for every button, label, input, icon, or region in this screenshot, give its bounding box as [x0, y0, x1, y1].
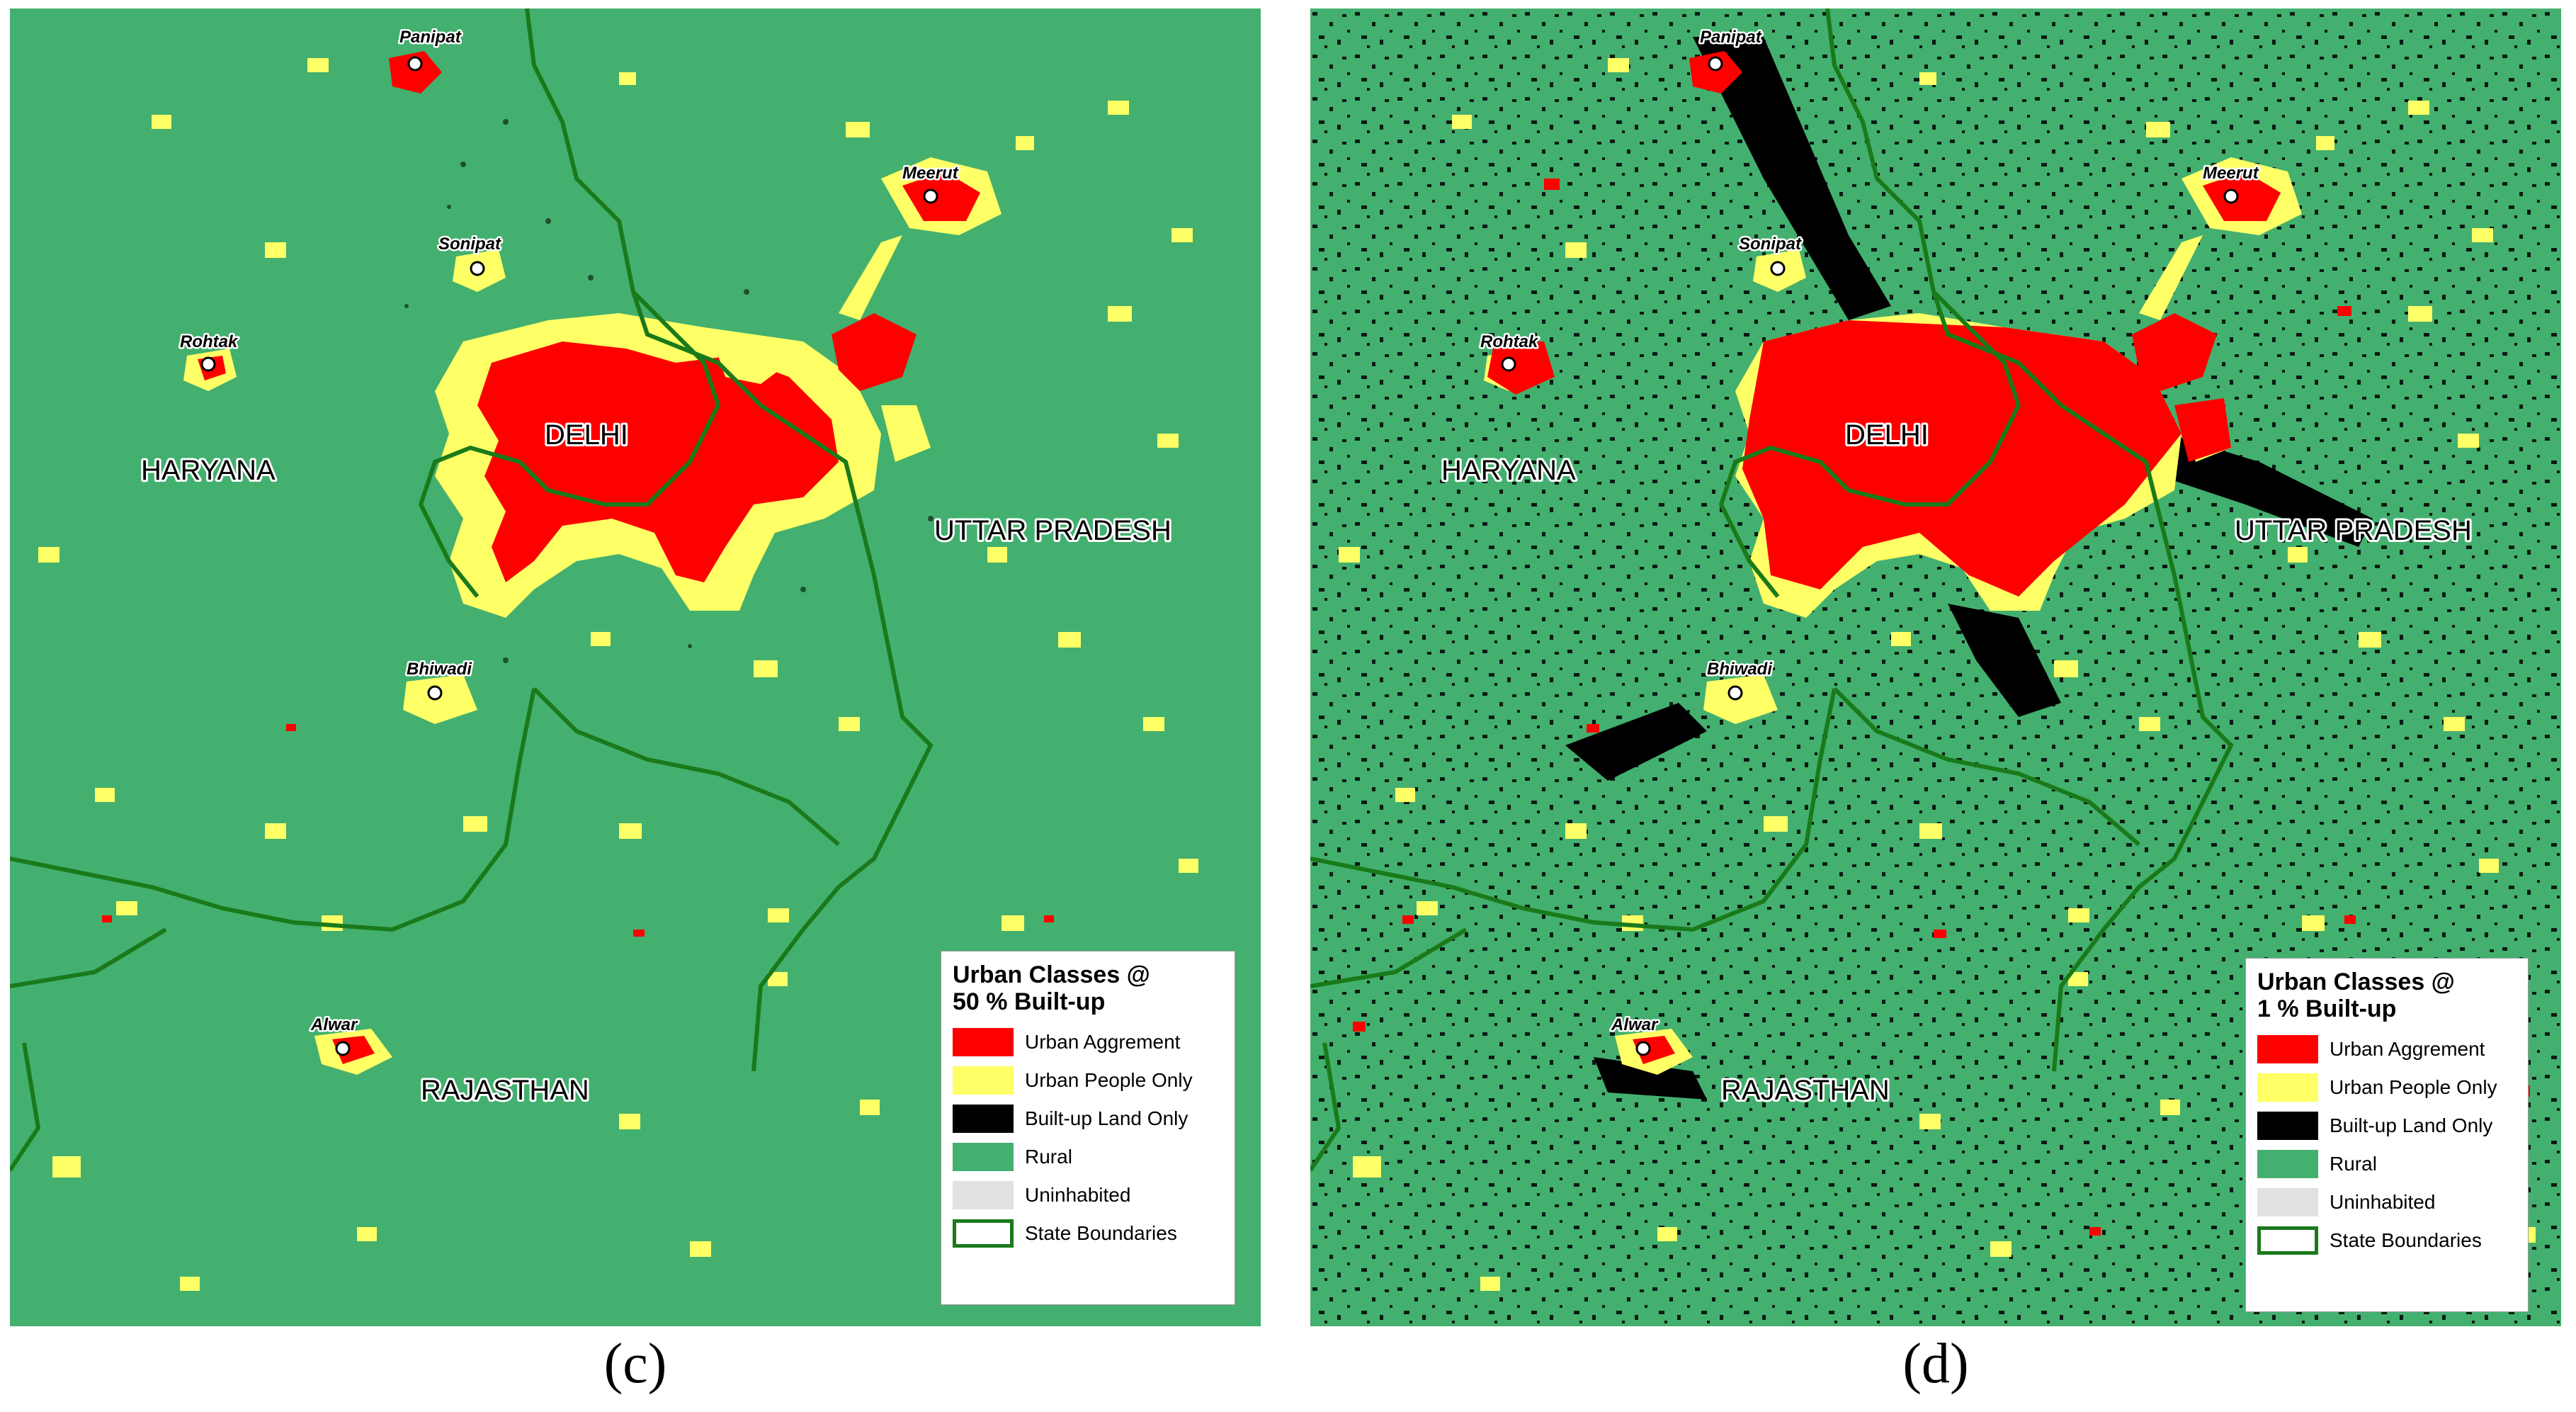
swatch-green — [953, 1143, 1014, 1171]
state-label-rajasthan: RAJASTHAN — [421, 1075, 589, 1106]
state-label-delhi: DELHI — [545, 419, 628, 451]
legend-item-built-up-land-only: Built-up Land Only — [953, 1105, 1223, 1133]
legend-label: Uninhabited — [1025, 1184, 1131, 1206]
city-label-sonipat: Sonipat — [438, 235, 501, 254]
city-label-alwar: Alwar — [310, 1015, 358, 1034]
swatch-grey — [2257, 1188, 2318, 1216]
legend-label: Urban Aggrement — [2330, 1038, 2485, 1060]
legend-label: Built-up Land Only — [1025, 1107, 1188, 1129]
city-label-bhiwadi: Bhiwadi — [1707, 660, 1773, 679]
state-label-rajasthan: RAJASTHAN — [1721, 1075, 1890, 1106]
swatch-black — [953, 1105, 1014, 1133]
legend-item-urban-aggrement: Urban Aggrement — [2257, 1035, 2517, 1063]
legend-label: State Boundaries — [1025, 1222, 1177, 1244]
built-up-specks — [404, 119, 934, 663]
swatch-outline — [2257, 1226, 2318, 1255]
swatch-green — [2257, 1150, 2318, 1178]
legend-item-built-up-land-only: Built-up Land Only — [2257, 1112, 2517, 1140]
legend-label: Urban People Only — [2330, 1076, 2497, 1098]
legend-item-uninhabited: Uninhabited — [953, 1181, 1223, 1209]
city-label-sonipat: Sonipat — [1739, 235, 1802, 254]
legend-item-urban-people-only: Urban People Only — [953, 1066, 1223, 1095]
legend-label: Rural — [2330, 1153, 2377, 1175]
legend-title: Urban Classes @ 50 % Built-up — [953, 961, 1223, 1015]
legend-title-line1: Urban Classes @ — [2257, 968, 2455, 995]
swatch-red — [953, 1028, 1014, 1056]
legend-title-line2: 50 % Built-up — [953, 988, 1106, 1015]
city-markers — [1501, 56, 2239, 1056]
swatch-black — [2257, 1112, 2318, 1140]
map-panel-d: HARYANA DELHI UTTAR PRADESH RAJASTHAN Pa… — [1310, 9, 2561, 1326]
city-label-meerut: Meerut — [902, 164, 959, 183]
city-label-rohtak: Rohtak — [1480, 332, 1539, 351]
city-label-alwar: Alwar — [1611, 1015, 1659, 1034]
swatch-grey — [953, 1181, 1014, 1209]
city-label-meerut: Meerut — [2203, 164, 2259, 183]
swatch-red — [2257, 1035, 2318, 1063]
state-label-delhi: DELHI — [1845, 419, 1929, 451]
legend-label: Urban Aggrement — [1025, 1031, 1181, 1053]
legend-title-line1: Urban Classes @ — [953, 961, 1150, 988]
state-boundaries — [10, 9, 934, 1172]
scattered-urban-red — [102, 724, 1054, 937]
state-label-uttar-pradesh: UTTAR PRADESH — [2235, 515, 2472, 546]
city-label-rohtak: Rohtak — [180, 332, 239, 351]
legend-item-urban-aggrement: Urban Aggrement — [953, 1028, 1223, 1056]
legend-label: State Boundaries — [2330, 1229, 2482, 1251]
legend-item-state-boundaries: State Boundaries — [953, 1219, 1223, 1248]
legend-label: Built-up Land Only — [2330, 1114, 2493, 1136]
legend-item-uninhabited: Uninhabited — [2257, 1188, 2517, 1216]
legend-item-rural: Rural — [953, 1143, 1223, 1171]
city-markers — [200, 56, 938, 1056]
swatch-yellow — [953, 1066, 1014, 1095]
state-label-haryana: HARYANA — [141, 455, 276, 486]
state-boundaries — [1310, 9, 2234, 1172]
legend-label: Urban People Only — [1025, 1069, 1193, 1091]
legend-item-state-boundaries: State Boundaries — [2257, 1226, 2517, 1255]
city-label-panipat: Panipat — [399, 28, 462, 47]
legend-title-line2: 1 % Built-up — [2257, 995, 2397, 1022]
map-panel-c: HARYANA DELHI UTTAR PRADESH RAJASTHAN Pa… — [10, 9, 1261, 1326]
panel-caption-c: (c) — [603, 1333, 667, 1395]
state-label-uttar-pradesh: UTTAR PRADESH — [934, 515, 1171, 546]
map-c: HARYANA DELHI UTTAR PRADESH RAJASTHAN Pa… — [10, 9, 1261, 1326]
map-d: HARYANA DELHI UTTAR PRADESH RAJASTHAN Pa… — [1310, 9, 2561, 1326]
legend-label: Rural — [1025, 1146, 1072, 1168]
expanded-urban-red — [1487, 320, 2231, 597]
legend-item-urban-people-only: Urban People Only — [2257, 1073, 2517, 1102]
city-label-panipat: Panipat — [1700, 28, 1762, 47]
panel-caption-d: (d) — [1902, 1333, 1969, 1395]
state-label-haryana: HARYANA — [1441, 455, 1576, 486]
legend-panel-d: Urban Classes @ 1 % Built-up Urban Aggre… — [2245, 958, 2529, 1312]
swatch-outline — [953, 1219, 1014, 1248]
legend-panel-c: Urban Classes @ 50 % Built-up Urban Aggr… — [941, 951, 1235, 1305]
legend-title: Urban Classes @ 1 % Built-up — [2257, 968, 2517, 1022]
city-label-bhiwadi: Bhiwadi — [407, 660, 472, 679]
swatch-yellow — [2257, 1073, 2318, 1102]
legend-item-rural: Rural — [2257, 1150, 2517, 1178]
legend-label: Uninhabited — [2330, 1191, 2436, 1213]
